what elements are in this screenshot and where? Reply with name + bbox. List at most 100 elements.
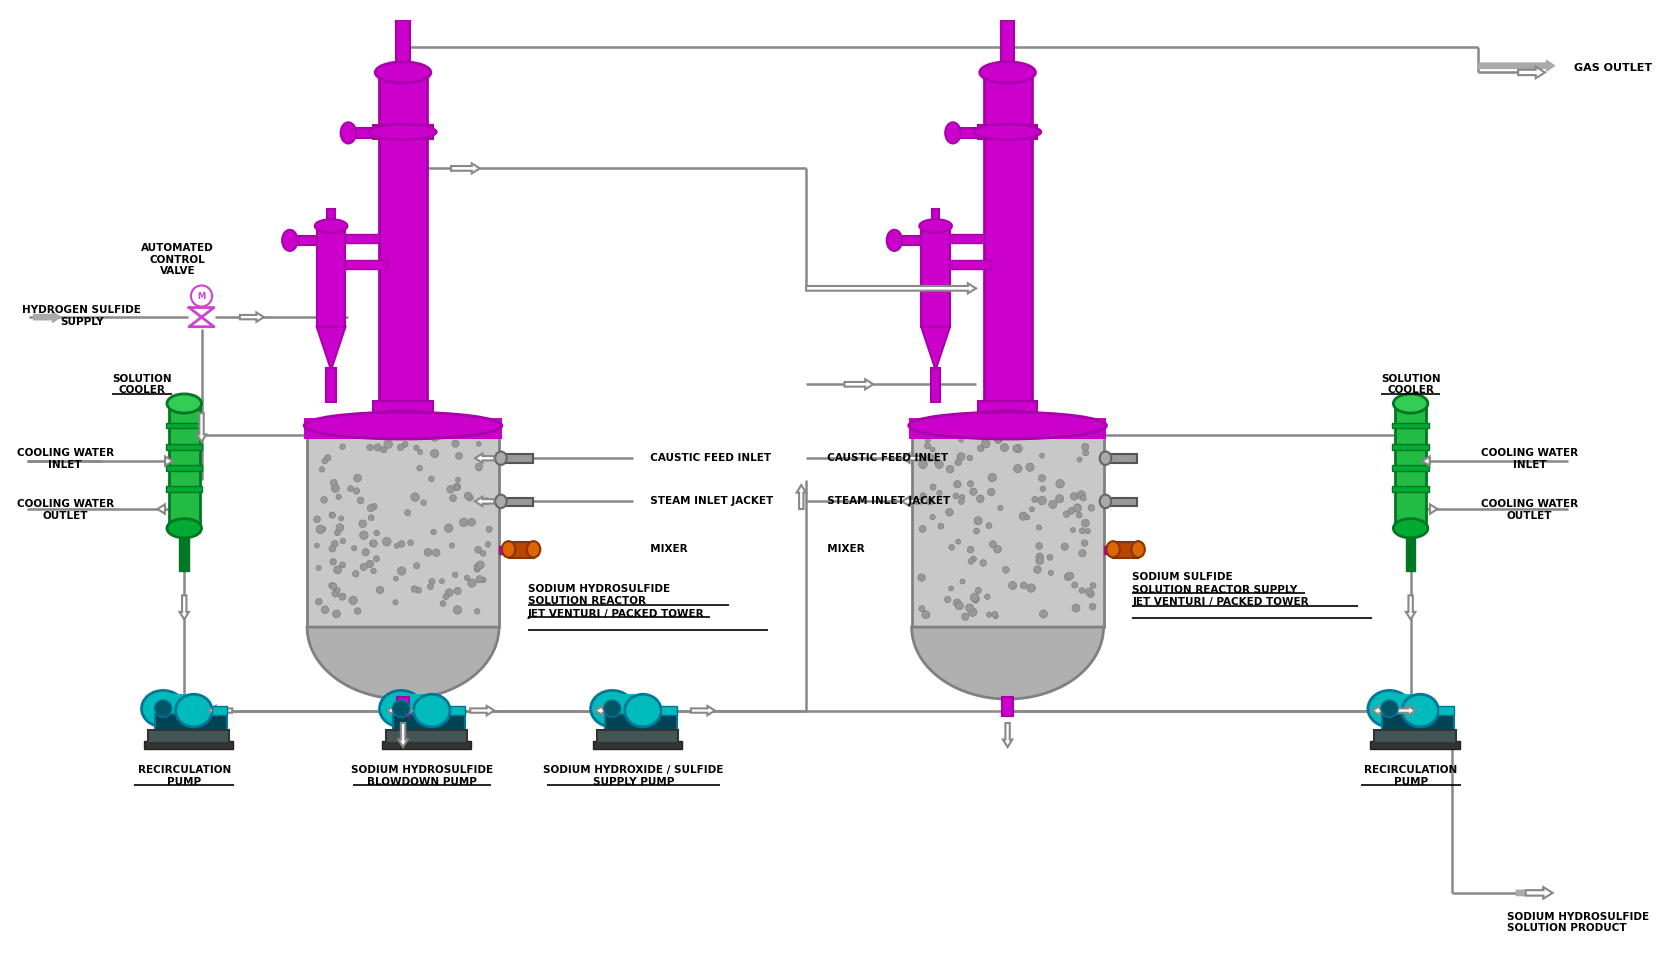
Ellipse shape: [495, 451, 507, 465]
Text: VALVE: VALVE: [160, 266, 196, 276]
Bar: [1114, 542, 1138, 558]
FancyArrow shape: [1516, 887, 1551, 898]
Ellipse shape: [986, 523, 992, 528]
Ellipse shape: [321, 526, 326, 531]
Ellipse shape: [1070, 492, 1079, 500]
Text: M: M: [198, 292, 206, 301]
Ellipse shape: [429, 579, 435, 585]
Ellipse shape: [349, 596, 357, 604]
Bar: [450, 705, 465, 715]
Bar: [1393, 422, 1429, 428]
Bar: [166, 465, 203, 471]
Ellipse shape: [427, 584, 434, 590]
Ellipse shape: [369, 515, 374, 521]
Ellipse shape: [1107, 541, 1120, 558]
Ellipse shape: [1047, 555, 1052, 560]
Text: COOLER: COOLER: [1388, 385, 1434, 395]
Ellipse shape: [956, 459, 962, 466]
Ellipse shape: [316, 598, 322, 605]
Ellipse shape: [977, 445, 984, 451]
Text: PUMP: PUMP: [1393, 776, 1428, 786]
Ellipse shape: [332, 610, 341, 618]
Ellipse shape: [430, 450, 439, 457]
Ellipse shape: [332, 590, 339, 597]
Text: SUPPLY PUMP: SUPPLY PUMP: [593, 776, 675, 786]
Ellipse shape: [1029, 507, 1034, 512]
Ellipse shape: [1020, 582, 1027, 589]
Text: BLOWDOWN PUMP: BLOWDOWN PUMP: [367, 776, 477, 786]
FancyArrow shape: [470, 705, 494, 715]
Ellipse shape: [414, 562, 420, 569]
Ellipse shape: [166, 519, 201, 538]
Ellipse shape: [959, 498, 964, 504]
FancyArrow shape: [902, 496, 921, 506]
Text: CAUSTIC FEED INLET: CAUSTIC FEED INLET: [821, 453, 949, 463]
Ellipse shape: [357, 497, 364, 504]
Ellipse shape: [974, 411, 1040, 429]
Bar: [1002, 697, 1014, 716]
Ellipse shape: [989, 541, 996, 548]
FancyArrow shape: [239, 312, 264, 322]
Ellipse shape: [946, 509, 954, 516]
FancyArrow shape: [179, 595, 189, 620]
Ellipse shape: [924, 443, 931, 449]
Ellipse shape: [379, 691, 422, 727]
Ellipse shape: [454, 485, 460, 490]
Ellipse shape: [949, 545, 954, 550]
Text: RECIRCULATION: RECIRCULATION: [1365, 765, 1458, 775]
Ellipse shape: [1085, 528, 1090, 534]
Ellipse shape: [336, 494, 341, 499]
Text: INLET: INLET: [1512, 460, 1546, 470]
Ellipse shape: [1040, 486, 1045, 491]
Bar: [346, 260, 387, 270]
Bar: [1406, 538, 1416, 571]
Ellipse shape: [969, 608, 977, 617]
Ellipse shape: [1069, 508, 1075, 514]
Ellipse shape: [1027, 584, 1035, 593]
Ellipse shape: [352, 570, 359, 577]
Ellipse shape: [430, 434, 439, 441]
Bar: [661, 705, 676, 715]
Ellipse shape: [1085, 588, 1092, 595]
Ellipse shape: [397, 444, 404, 450]
Bar: [605, 714, 676, 730]
FancyArrow shape: [475, 496, 494, 506]
Text: SOLUTION: SOLUTION: [1381, 374, 1441, 383]
Ellipse shape: [1079, 550, 1087, 557]
Bar: [166, 486, 203, 491]
Bar: [382, 741, 470, 749]
Ellipse shape: [329, 583, 334, 589]
Ellipse shape: [384, 440, 392, 449]
Ellipse shape: [316, 565, 321, 570]
Bar: [1104, 546, 1114, 555]
Text: SODIUM HYDROSULFIDE: SODIUM HYDROSULFIDE: [351, 765, 494, 775]
Ellipse shape: [996, 437, 1001, 443]
Ellipse shape: [339, 444, 346, 450]
Ellipse shape: [166, 394, 201, 414]
Text: OUTLET: OUTLET: [1507, 511, 1552, 521]
FancyArrow shape: [1396, 705, 1416, 715]
Bar: [166, 444, 203, 450]
Bar: [1104, 497, 1137, 506]
Ellipse shape: [374, 444, 381, 451]
Ellipse shape: [314, 543, 319, 548]
Ellipse shape: [341, 538, 346, 544]
Ellipse shape: [917, 574, 926, 581]
Bar: [931, 368, 941, 402]
Ellipse shape: [467, 494, 474, 501]
Ellipse shape: [407, 540, 414, 546]
Ellipse shape: [502, 541, 515, 558]
Bar: [166, 422, 203, 428]
Ellipse shape: [329, 512, 336, 518]
Text: RECIRCULATION: RECIRCULATION: [138, 765, 231, 775]
FancyArrow shape: [389, 705, 412, 715]
Ellipse shape: [961, 579, 966, 584]
Ellipse shape: [1064, 511, 1070, 518]
Ellipse shape: [994, 614, 999, 619]
Ellipse shape: [339, 594, 346, 600]
Ellipse shape: [1035, 557, 1044, 564]
Ellipse shape: [1039, 453, 1044, 458]
Ellipse shape: [922, 611, 929, 619]
Ellipse shape: [969, 488, 977, 495]
Ellipse shape: [1100, 451, 1112, 465]
